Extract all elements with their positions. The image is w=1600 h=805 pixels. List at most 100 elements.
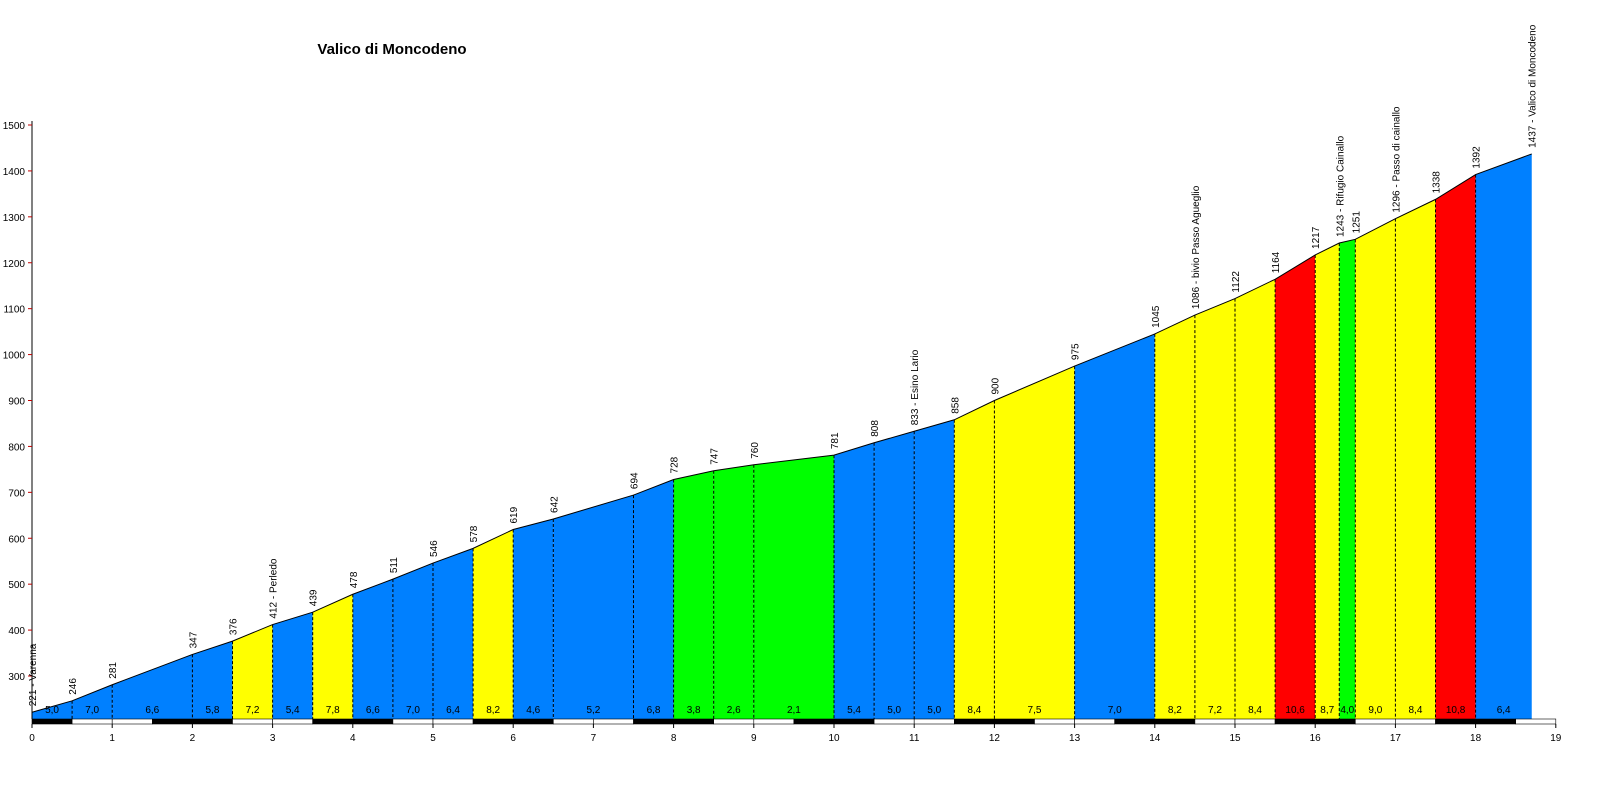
altitude-label: 1392 (1472, 146, 1483, 169)
segment-area (112, 654, 193, 719)
x-tick-label: 11 (909, 733, 920, 744)
grade-label: 5,0 (45, 705, 59, 716)
altitude-label: 1164 (1271, 251, 1282, 273)
distance-bar-block (1515, 718, 1557, 725)
distance-bar-block (272, 718, 314, 725)
x-tick-label: 7 (591, 733, 597, 744)
x-tick-label: 8 (671, 733, 677, 744)
distance-bar-block (593, 718, 634, 725)
x-tick-label: 14 (1149, 733, 1161, 744)
altitude-label: 1217 (1311, 226, 1322, 249)
grade-label: 6,4 (1497, 705, 1511, 716)
x-tick-label: 13 (1069, 733, 1081, 744)
distance-bar-block (31, 718, 73, 725)
altitude-label: 619 (509, 506, 520, 523)
distance-bar-block (1435, 718, 1476, 725)
distance-bar-block (1234, 718, 1276, 725)
distance-bar-block (71, 718, 113, 725)
altitude-label: 1437 - Valico di Moncodeno (1528, 24, 1539, 148)
y-tick-label: 500 (8, 580, 25, 591)
distance-bar-block (432, 718, 474, 725)
y-tick-label: 600 (8, 534, 25, 545)
y-tick-label: 1400 (3, 167, 26, 178)
distance-bar-block (472, 718, 514, 725)
segment-area (1435, 174, 1476, 720)
segment-area (1275, 254, 1316, 720)
segment-area (232, 624, 273, 719)
distance-bar-block (673, 718, 714, 725)
distance-bar-block (1154, 718, 1196, 725)
x-tick-label: 17 (1390, 733, 1402, 744)
segment-area (834, 442, 875, 719)
x-tick-label: 10 (828, 733, 840, 744)
x-tick-label: 2 (190, 733, 196, 744)
grade-label: 5,2 (586, 705, 600, 716)
altitude-label: 1045 (1151, 305, 1162, 328)
grade-label: 5,4 (847, 705, 861, 716)
grade-label: 3,8 (687, 705, 701, 716)
grade-label: 6,6 (366, 705, 380, 716)
altitude-label: 694 (630, 472, 641, 489)
distance-bar-block (833, 718, 875, 725)
distance-bar-block (913, 718, 955, 725)
segment-area (1339, 239, 1356, 719)
distance-bar-block (232, 718, 273, 725)
segment-area (1154, 315, 1195, 719)
distance-bar-block (1034, 718, 1075, 725)
grade-label: 10,8 (1446, 705, 1466, 716)
segment-area (312, 594, 353, 719)
segment-area (32, 700, 73, 719)
altitude-label: 1338 (1432, 171, 1443, 194)
grade-label: 9,0 (1368, 705, 1382, 716)
altitude-label: 900 (990, 377, 1001, 394)
segment-area (1235, 279, 1276, 719)
segment-area (72, 684, 113, 719)
y-tick-label: 700 (8, 488, 25, 499)
grade-label: 5,8 (205, 705, 219, 716)
grade-label: 2,6 (727, 705, 741, 716)
y-tick-label: 1500 (3, 121, 26, 132)
altitude-label: 412 - Perledo (269, 558, 280, 618)
altitude-label: 1122 (1231, 271, 1242, 293)
segment-area (1355, 218, 1396, 720)
km-dividers (71, 174, 1477, 719)
x-tick-label: 3 (270, 733, 276, 744)
altitude-label: 376 (229, 618, 240, 635)
grade-label: 8,7 (1320, 705, 1334, 716)
distance-bar-block (111, 718, 153, 725)
grade-label: 8,2 (486, 705, 500, 716)
profile-line (31, 153, 1532, 713)
segment-area (392, 563, 433, 719)
altitude-label: 642 (549, 496, 560, 513)
grade-label: 7,2 (246, 705, 260, 716)
x-tick-label: 9 (751, 733, 757, 744)
segment-area (753, 455, 834, 719)
x-tick-label: 0 (29, 733, 35, 744)
x-tick-label: 12 (989, 733, 1001, 744)
segment-area (1074, 333, 1155, 719)
distance-bar-block (1114, 718, 1156, 725)
altitude-label: 747 (710, 448, 721, 465)
y-axis: 300 400 500 600 700 800 900 1000 1100 1200 1300 140… (3, 121, 33, 719)
y-tick-label: 900 (8, 397, 25, 408)
segment-area (433, 548, 474, 719)
altitude-label: 728 (670, 456, 681, 473)
segment-area (272, 612, 313, 719)
altitude-labels: 221 - Varenna 246 281 347 376 412 - Perledo 43… (28, 24, 1539, 706)
x-tick-label: 1 (109, 733, 115, 744)
segment-area (1315, 243, 1340, 719)
distance-bar-block (713, 718, 755, 725)
grade-label: 8,4 (1408, 705, 1422, 716)
grade-label: 5,0 (887, 705, 901, 716)
segment-area (553, 495, 634, 719)
distance-bar-block (994, 718, 1035, 725)
altitude-label: 1251 (1351, 211, 1362, 234)
grade-labels: 5,0 7,0 6,6 5,8 7,2 5,4 7,8 6,6 7,0 6,4 8,2 4,6 5,2 6… (45, 705, 1511, 716)
distance-bar-block (633, 718, 674, 725)
altitude-label: 1243 - Rifugio Cainallo (1335, 135, 1346, 237)
y-tick-label: 1300 (3, 213, 26, 224)
altitude-label: 546 (429, 540, 440, 557)
x-tick-label: 5 (430, 733, 436, 744)
distance-bar-block (953, 718, 995, 725)
